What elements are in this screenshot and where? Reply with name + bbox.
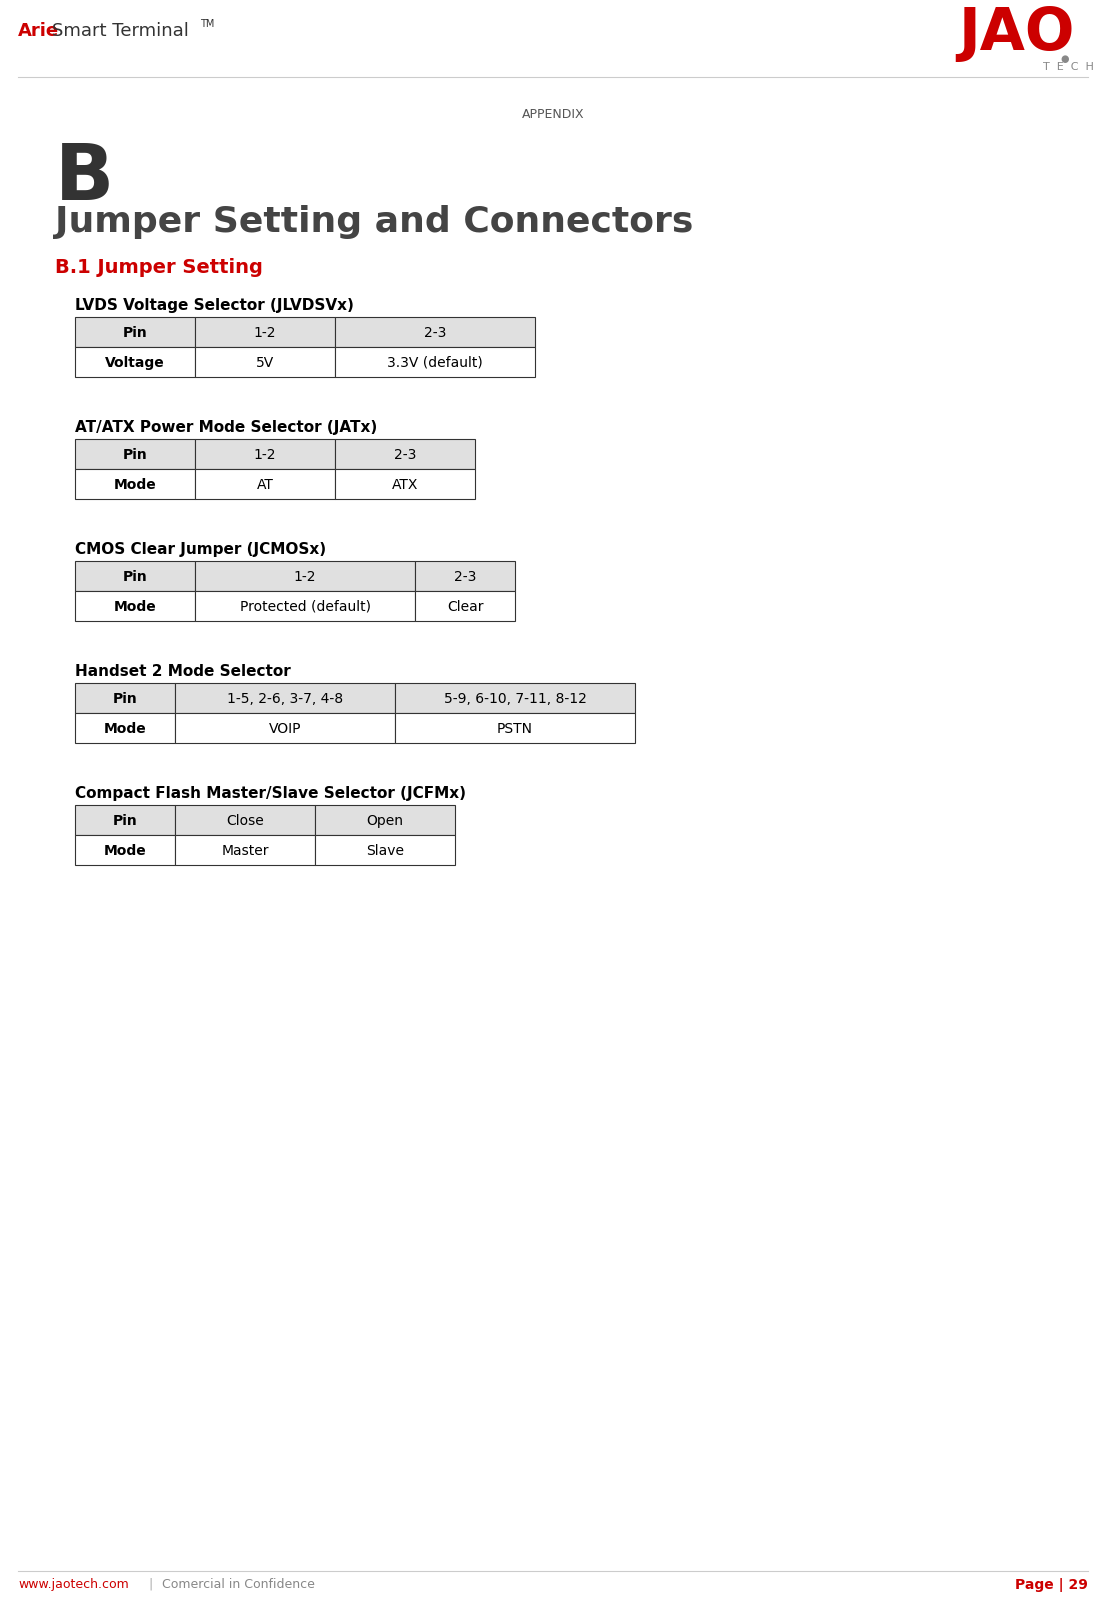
- Bar: [315, 805, 455, 836]
- Text: Pin: Pin: [123, 448, 147, 461]
- Text: 1-5, 2-6, 3-7, 4-8: 1-5, 2-6, 3-7, 4-8: [227, 691, 343, 705]
- Bar: [315, 836, 455, 866]
- Bar: [75, 469, 195, 500]
- Text: 1-2: 1-2: [253, 448, 276, 461]
- Text: B: B: [55, 140, 114, 215]
- Text: Mode: Mode: [114, 599, 156, 614]
- Bar: [395, 714, 635, 744]
- Text: LVDS Voltage Selector (JLVDSVx): LVDS Voltage Selector (JLVDSVx): [75, 297, 354, 313]
- Bar: [75, 836, 175, 866]
- Bar: [195, 318, 335, 347]
- Text: Jumper Setting and Connectors: Jumper Setting and Connectors: [55, 204, 693, 239]
- Bar: [195, 347, 335, 378]
- Bar: [175, 683, 395, 714]
- Text: JAO: JAO: [958, 5, 1074, 63]
- Text: ATX: ATX: [392, 477, 418, 492]
- Bar: [75, 318, 195, 347]
- Text: TM: TM: [200, 19, 215, 29]
- Text: Pin: Pin: [113, 691, 137, 705]
- Bar: [415, 562, 515, 591]
- Bar: [75, 714, 175, 744]
- Bar: [195, 440, 335, 469]
- Text: Mode: Mode: [104, 844, 146, 858]
- Text: Page | 29: Page | 29: [1015, 1576, 1088, 1591]
- Text: Master: Master: [221, 844, 269, 858]
- Text: Arie: Arie: [18, 22, 59, 40]
- Bar: [75, 562, 195, 591]
- Bar: [415, 591, 515, 622]
- Text: Close: Close: [226, 813, 264, 828]
- Text: Clear: Clear: [447, 599, 483, 614]
- Bar: [335, 318, 535, 347]
- Text: www.jaotech.com: www.jaotech.com: [18, 1576, 128, 1589]
- Text: Pin: Pin: [123, 326, 147, 339]
- Text: Pin: Pin: [113, 813, 137, 828]
- Text: 5-9, 6-10, 7-11, 8-12: 5-9, 6-10, 7-11, 8-12: [444, 691, 586, 705]
- Bar: [75, 440, 195, 469]
- Text: 1-2: 1-2: [253, 326, 276, 339]
- Text: Slave: Slave: [366, 844, 404, 858]
- Text: VOIP: VOIP: [269, 722, 301, 736]
- Text: Compact Flash Master/Slave Selector (JCFMx): Compact Flash Master/Slave Selector (JCF…: [75, 786, 466, 800]
- Bar: [175, 836, 315, 866]
- Text: Handset 2 Mode Selector: Handset 2 Mode Selector: [75, 664, 291, 678]
- Bar: [335, 440, 474, 469]
- Text: 2-3: 2-3: [394, 448, 416, 461]
- Bar: [75, 683, 175, 714]
- Text: CMOS Clear Jumper (JCMOSx): CMOS Clear Jumper (JCMOSx): [75, 542, 326, 556]
- Bar: [335, 469, 474, 500]
- Text: Pin: Pin: [123, 569, 147, 583]
- Bar: [175, 805, 315, 836]
- Text: Mode: Mode: [104, 722, 146, 736]
- Bar: [75, 347, 195, 378]
- Text: |: |: [148, 1576, 153, 1589]
- Text: Comercial in Confidence: Comercial in Confidence: [161, 1576, 315, 1589]
- Text: 5V: 5V: [255, 355, 274, 370]
- Text: T  E  C  H: T E C H: [1043, 63, 1094, 72]
- Text: ●: ●: [1060, 55, 1068, 64]
- Text: Protected (default): Protected (default): [240, 599, 371, 614]
- Text: Smart Terminal: Smart Terminal: [52, 22, 189, 40]
- Text: AT: AT: [257, 477, 273, 492]
- Text: B.1 Jumper Setting: B.1 Jumper Setting: [55, 257, 263, 276]
- Bar: [75, 591, 195, 622]
- Text: Open: Open: [366, 813, 404, 828]
- Bar: [75, 805, 175, 836]
- Text: APPENDIX: APPENDIX: [522, 108, 584, 121]
- Text: Mode: Mode: [114, 477, 156, 492]
- Text: AT/ATX Power Mode Selector (JATx): AT/ATX Power Mode Selector (JATx): [75, 419, 377, 435]
- Text: 3.3V (default): 3.3V (default): [387, 355, 483, 370]
- Text: 1-2: 1-2: [294, 569, 316, 583]
- Bar: [195, 469, 335, 500]
- Text: PSTN: PSTN: [497, 722, 533, 736]
- Text: 2-3: 2-3: [453, 569, 477, 583]
- Bar: [195, 562, 415, 591]
- Text: Voltage: Voltage: [105, 355, 165, 370]
- Bar: [395, 683, 635, 714]
- Text: 2-3: 2-3: [424, 326, 446, 339]
- Bar: [195, 591, 415, 622]
- Bar: [335, 347, 535, 378]
- Bar: [175, 714, 395, 744]
